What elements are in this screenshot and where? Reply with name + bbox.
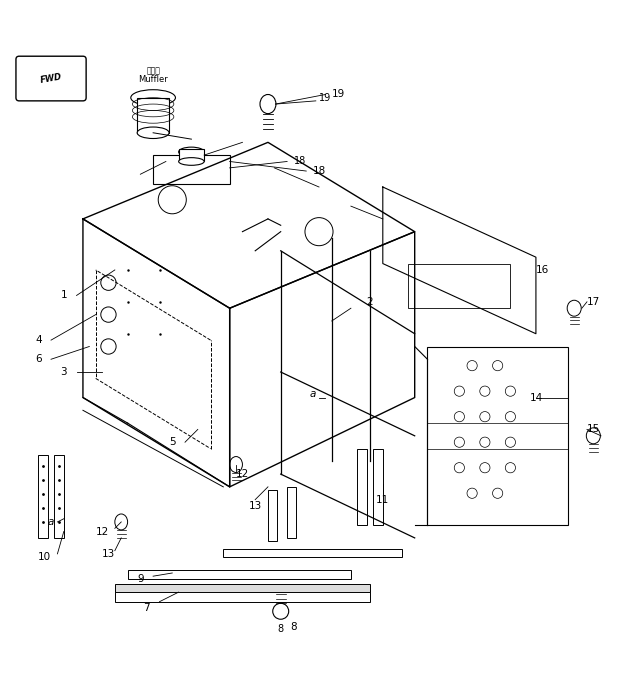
Text: 10: 10 [38,552,51,562]
Text: a: a [309,389,316,399]
Bar [408,263,510,308]
Ellipse shape [260,94,276,114]
Bar [179,149,204,161]
Bar [128,570,351,579]
Bar [153,155,230,184]
FancyBboxPatch shape [427,346,568,525]
Text: a: a [48,517,54,527]
Bar [287,487,296,538]
Text: 2: 2 [367,297,373,307]
Ellipse shape [586,428,600,444]
Ellipse shape [179,147,204,157]
Text: 18: 18 [313,166,326,176]
Bar [137,98,169,133]
Text: 6: 6 [35,354,41,365]
Text: FWD: FWD [40,72,63,85]
Text: 8: 8 [278,624,284,634]
Text: 3: 3 [61,367,67,377]
Text: 19: 19 [319,93,331,103]
Text: 13: 13 [249,501,262,511]
Text: 16: 16 [536,265,549,275]
Bar [223,549,402,557]
Bar [115,590,370,602]
Text: 14: 14 [530,392,543,403]
Text: 1: 1 [61,290,67,301]
Bar [357,448,367,525]
Text: 17: 17 [587,297,600,307]
Text: 11: 11 [376,495,389,505]
FancyBboxPatch shape [16,56,86,101]
Text: 4: 4 [35,335,41,345]
Text: 8: 8 [290,622,297,632]
Ellipse shape [179,157,204,166]
Text: 12: 12 [236,469,249,479]
Ellipse shape [273,604,289,620]
Text: 5: 5 [169,437,175,447]
Text: 7: 7 [144,603,150,613]
Text: 12: 12 [96,527,108,536]
Bar [373,448,383,525]
Ellipse shape [137,127,169,139]
Text: 18: 18 [293,157,306,166]
Text: 13: 13 [102,549,115,559]
Bar [38,455,48,538]
Ellipse shape [230,457,242,473]
Text: マフラ: マフラ [146,67,160,76]
Ellipse shape [567,300,581,316]
Bar [268,490,277,541]
Ellipse shape [115,514,128,530]
Text: 19: 19 [332,89,345,100]
Text: Muffler: Muffler [138,75,168,84]
Text: 9: 9 [137,574,144,584]
Bar [54,455,64,538]
Bar [115,584,370,592]
Text: 15: 15 [587,424,600,435]
